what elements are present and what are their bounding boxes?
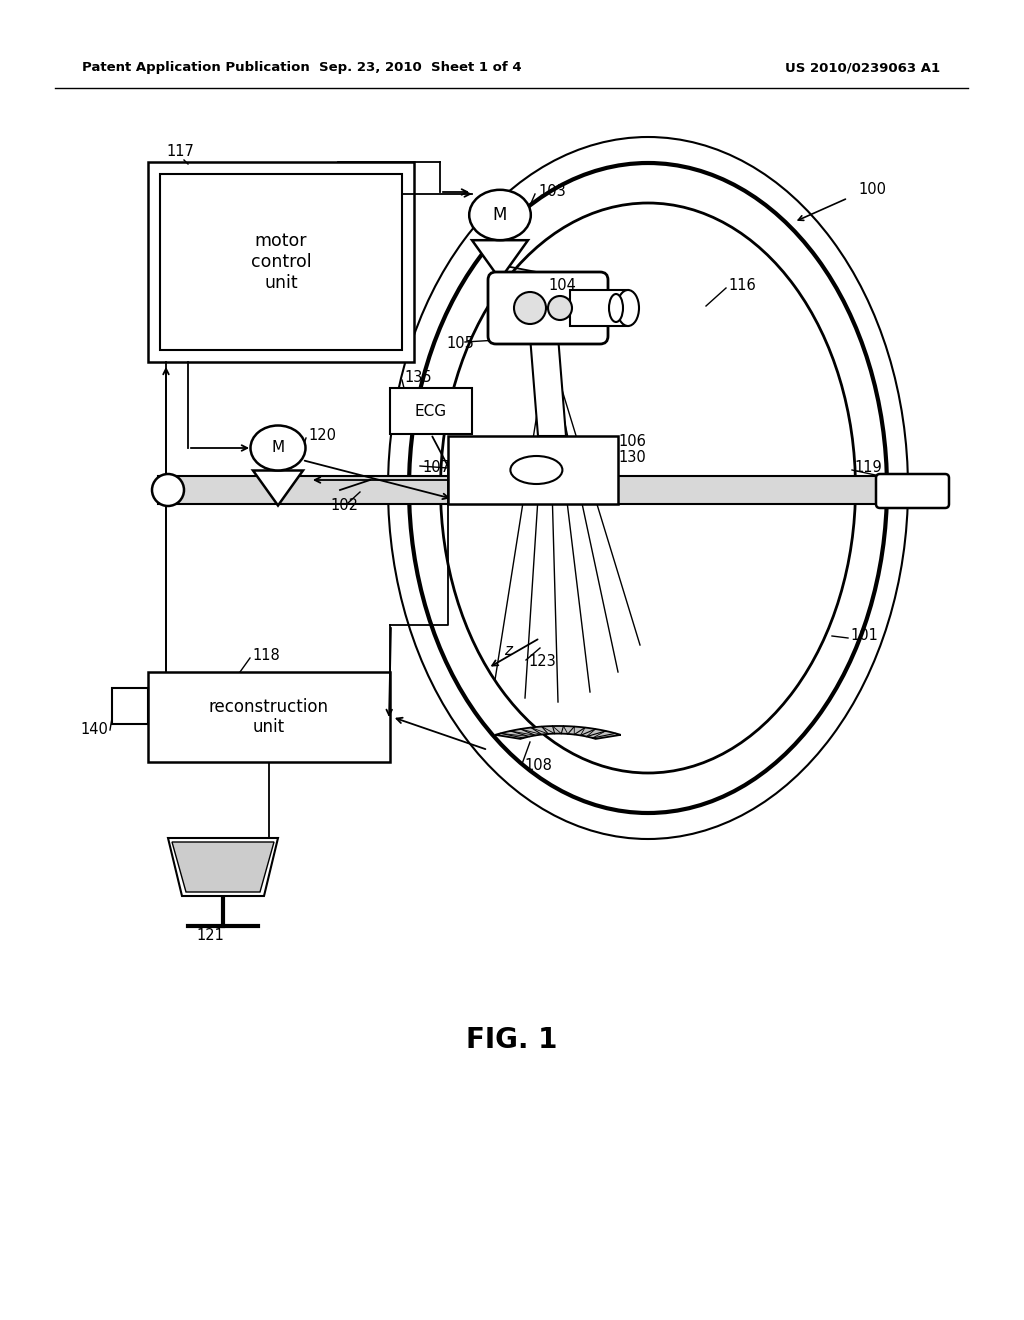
Polygon shape [530,337,566,436]
Ellipse shape [469,190,530,240]
Text: 123: 123 [528,655,556,669]
Circle shape [514,292,546,323]
Bar [390,388,472,434]
Polygon shape [472,240,528,280]
Circle shape [548,296,572,319]
Text: 103: 103 [538,185,565,199]
Ellipse shape [251,425,305,470]
Text: motor
control
unit: motor control unit [251,232,311,292]
Ellipse shape [617,290,639,326]
Bar [112,688,148,723]
FancyBboxPatch shape [876,474,949,508]
Text: US 2010/0239063 A1: US 2010/0239063 A1 [784,62,940,74]
Text: 116: 116 [728,279,756,293]
Bar [160,174,402,350]
Text: 140: 140 [80,722,108,738]
Text: 121: 121 [196,928,224,944]
Text: 104: 104 [548,277,575,293]
Text: z: z [504,643,512,657]
Text: 101: 101 [850,628,878,644]
Text: 117: 117 [166,144,194,160]
Text: 135: 135 [404,371,432,385]
Text: M: M [493,206,507,224]
Polygon shape [158,477,912,504]
Circle shape [152,474,184,506]
Text: 106: 106 [618,434,646,450]
Text: reconstruction
unit: reconstruction unit [209,697,329,737]
Text: ECG: ECG [415,404,447,418]
Text: 102: 102 [330,498,358,512]
Text: FIG. 1: FIG. 1 [466,1026,558,1053]
Text: 108: 108 [524,759,552,774]
Text: 105: 105 [446,337,474,351]
Bar [148,672,390,762]
Text: 119: 119 [854,461,882,475]
Text: 107: 107 [422,461,450,475]
Polygon shape [253,470,303,506]
Text: 118: 118 [252,648,280,664]
Bar [148,162,414,362]
Polygon shape [168,838,278,896]
FancyBboxPatch shape [488,272,608,345]
Ellipse shape [609,294,623,322]
Polygon shape [172,842,274,892]
Text: 120: 120 [308,429,336,444]
Text: 130: 130 [618,450,646,466]
Bar [570,290,628,326]
Text: 100: 100 [858,182,886,198]
Text: M: M [271,441,285,455]
Bar [449,436,618,504]
Polygon shape [496,726,621,739]
Text: Sep. 23, 2010  Sheet 1 of 4: Sep. 23, 2010 Sheet 1 of 4 [318,62,521,74]
Text: Patent Application Publication: Patent Application Publication [82,62,309,74]
